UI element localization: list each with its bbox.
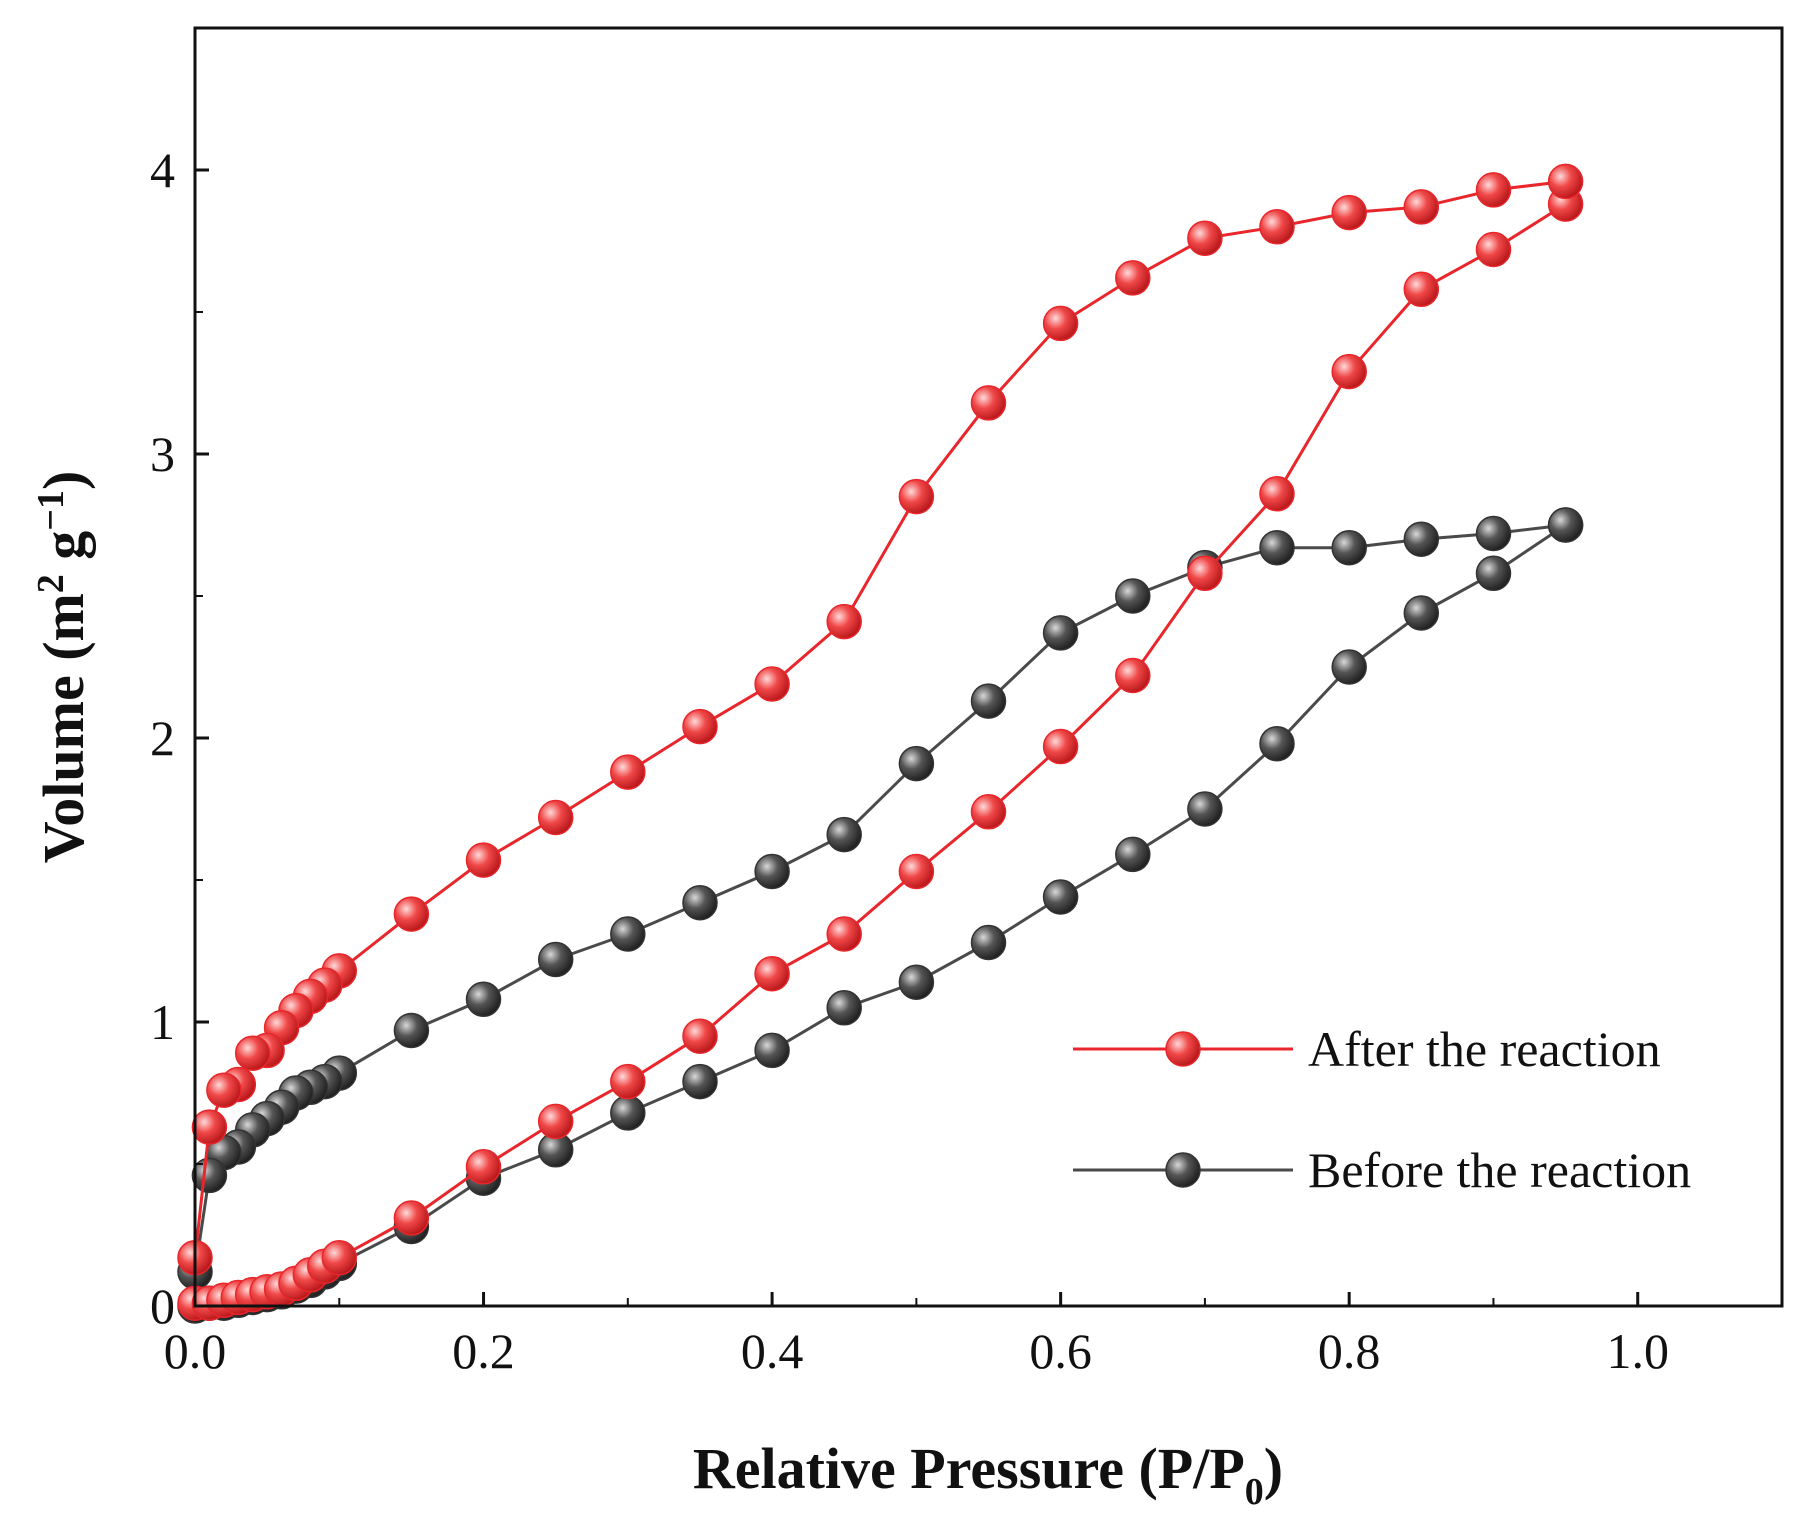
data-point <box>1042 305 1079 342</box>
data-point <box>206 1072 242 1108</box>
x-axis-title-end: ) <box>1264 1436 1283 1501</box>
data-point <box>970 385 1007 421</box>
data-point <box>1115 836 1151 873</box>
y-tick-label: 4 <box>150 142 175 198</box>
data-point <box>898 745 935 782</box>
data-point <box>1331 529 1367 566</box>
data-point <box>826 990 862 1026</box>
data-point <box>610 754 646 790</box>
series-0 <box>177 163 1584 1321</box>
data-point <box>191 1157 228 1194</box>
y-tick-label: 3 <box>150 426 175 482</box>
data-point <box>1475 515 1512 552</box>
data-point <box>1403 271 1440 308</box>
legend-label-before: Before the reaction <box>1308 1142 1691 1198</box>
data-point <box>1475 172 1512 208</box>
data-point <box>465 842 502 878</box>
data-point <box>393 896 430 932</box>
data-point <box>1331 649 1367 685</box>
legend-label-after: After the reaction <box>1308 1021 1661 1077</box>
data-point <box>1187 555 1223 592</box>
y-tick-label: 0 <box>150 1278 175 1334</box>
x-axis-title-main: Relative Pressure (P/P <box>693 1436 1245 1501</box>
data-point <box>826 816 862 853</box>
x-tick-label: 0.2 <box>452 1323 515 1379</box>
plot-frame <box>193 26 1784 1308</box>
data-point <box>465 1149 502 1185</box>
x-tick-label: 0.4 <box>741 1323 804 1379</box>
data-point <box>1403 595 1440 631</box>
data-point <box>970 924 1007 961</box>
data-point <box>898 964 935 1000</box>
y-axis-title-mid: g <box>31 531 96 575</box>
data-point <box>465 981 502 1018</box>
data-point <box>1547 507 1584 543</box>
data-point <box>754 955 790 992</box>
data-point <box>1403 521 1440 557</box>
data-point <box>1331 353 1367 390</box>
x-axis-title: Relative Pressure (P/P0) <box>693 1436 1283 1513</box>
data-point <box>234 1035 271 1071</box>
data-point <box>321 1239 358 1276</box>
legend-marker-after <box>1165 1031 1201 1067</box>
data-point <box>1042 728 1079 765</box>
series-layer <box>177 163 1584 1324</box>
data-point <box>682 708 718 745</box>
data-point <box>610 1095 646 1131</box>
data-point <box>682 884 718 921</box>
data-point <box>826 916 862 952</box>
data-point <box>1259 725 1295 762</box>
y-axis-title-sup1: 2 <box>30 574 72 593</box>
y-tick-label: 1 <box>150 994 175 1050</box>
data-point <box>1115 657 1151 694</box>
data-point <box>1259 476 1295 512</box>
y-tick-label: 2 <box>150 710 175 766</box>
x-tick-label: 1.0 <box>1606 1323 1669 1379</box>
data-point <box>970 794 1007 830</box>
data-point <box>754 1032 790 1069</box>
x-axis-title-sub: 0 <box>1245 1471 1264 1513</box>
data-point <box>1115 260 1151 296</box>
data-point <box>1259 529 1295 566</box>
data-point <box>1042 615 1079 651</box>
data-point <box>610 1063 646 1100</box>
data-point <box>1403 189 1440 225</box>
y-axis-title: Volume (m2 g−1) <box>30 471 96 864</box>
data-point <box>610 916 646 952</box>
data-point <box>754 853 790 890</box>
data-point <box>191 1109 228 1145</box>
legend-marker-before <box>1165 1152 1201 1188</box>
data-point <box>537 1103 574 1140</box>
y-axis-title-sup2: −1 <box>30 490 72 531</box>
data-point <box>1042 879 1079 915</box>
ticks-layer: 0.0 0.2 0.4 0.6 0.8 1.0 0 1 2 3 4 <box>150 27 1669 1379</box>
x-tick-label: 0.6 <box>1029 1323 1092 1379</box>
data-point <box>1187 791 1223 827</box>
y-axis-title-end: ) <box>31 471 96 490</box>
data-point <box>393 1012 430 1049</box>
data-point <box>1475 231 1512 268</box>
data-point <box>1259 209 1295 245</box>
legend: After the reaction Before the reaction <box>1073 1021 1691 1198</box>
data-point <box>898 478 935 515</box>
data-point <box>1187 220 1223 256</box>
data-point <box>970 683 1007 719</box>
data-point <box>826 603 862 640</box>
data-point <box>898 853 935 890</box>
data-point <box>682 1018 718 1054</box>
data-point <box>1331 194 1367 231</box>
y-axis-title-main: Volume (m <box>31 593 96 863</box>
data-point <box>393 1200 430 1236</box>
data-point <box>537 941 574 978</box>
data-point <box>1475 555 1512 592</box>
data-point <box>537 799 574 836</box>
data-point <box>754 666 790 702</box>
data-point <box>682 1063 718 1100</box>
data-point <box>1115 578 1151 614</box>
x-tick-label: 0.0 <box>164 1323 227 1379</box>
data-point <box>1547 163 1584 200</box>
x-tick-label: 0.8 <box>1318 1323 1381 1379</box>
